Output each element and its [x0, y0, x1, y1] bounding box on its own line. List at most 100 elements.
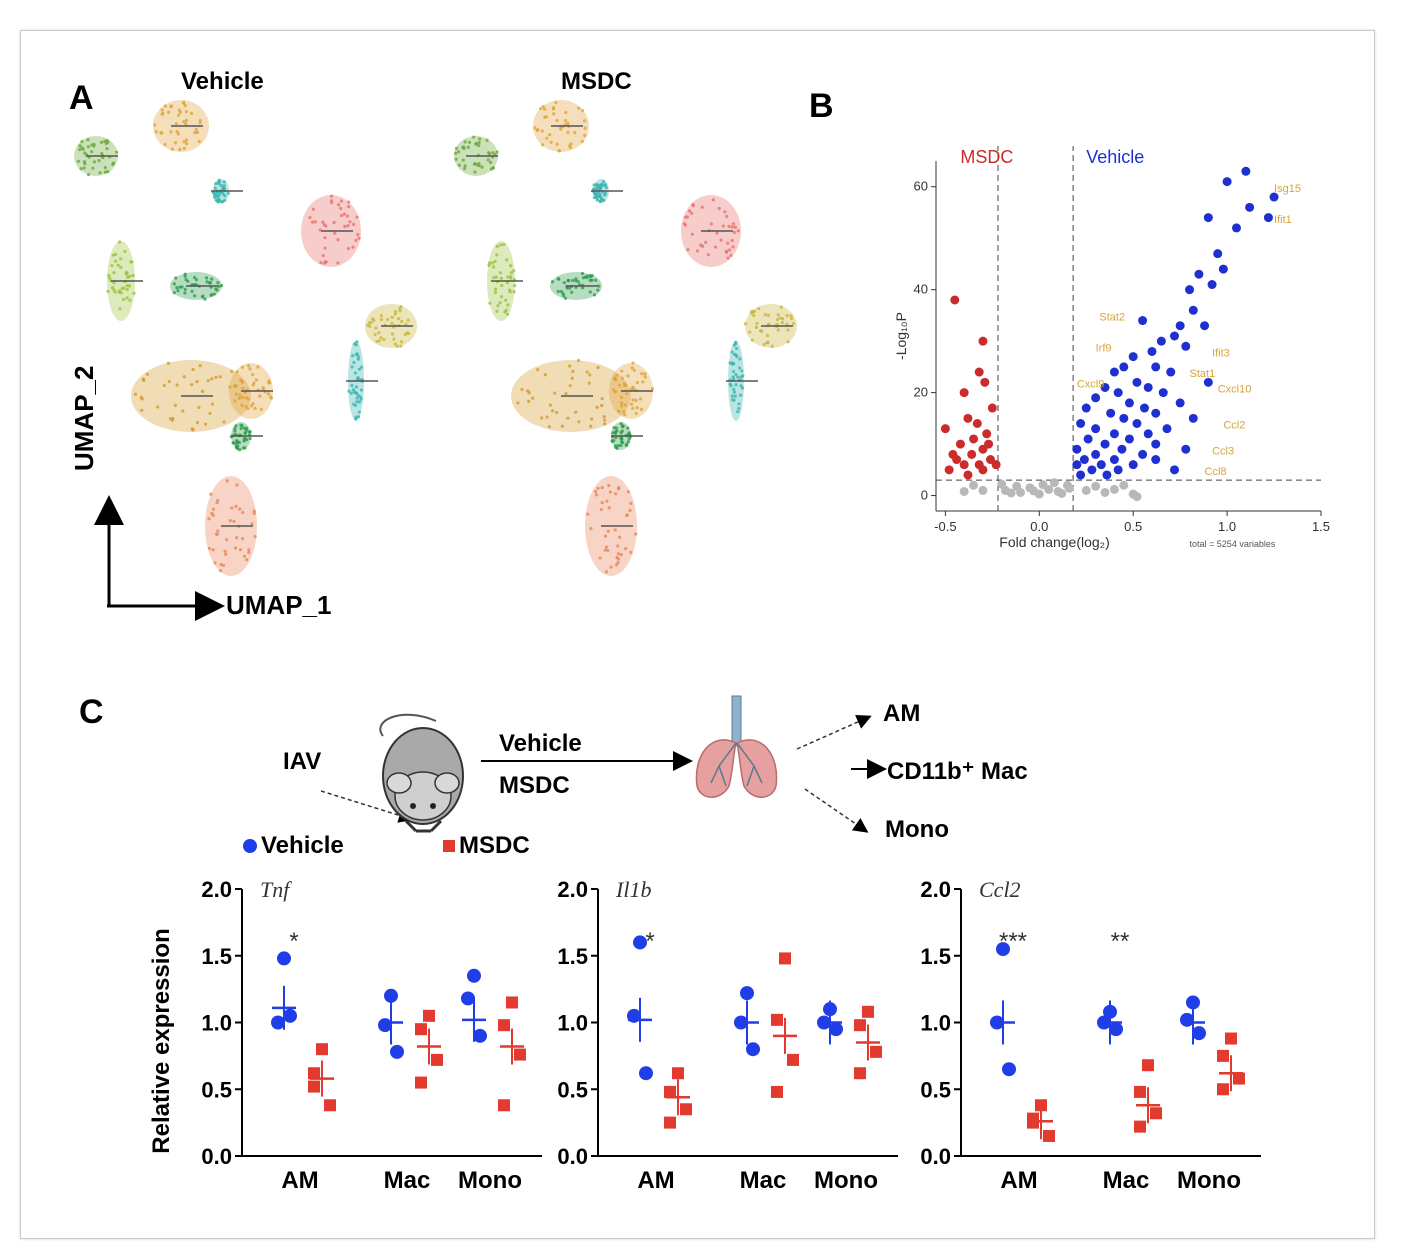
umap-cell	[355, 352, 359, 356]
umap-cell	[495, 253, 499, 257]
umap-cell	[596, 486, 600, 491]
volcano-bg	[936, 161, 1321, 511]
volcano-point-vehicle	[1156, 336, 1166, 346]
umap-cell	[352, 360, 356, 365]
umap-cell	[183, 291, 187, 295]
umap-cell	[603, 418, 607, 422]
significance-mark: *	[645, 928, 654, 955]
infection-label: IAV	[283, 748, 321, 775]
umap-cell	[454, 151, 458, 155]
umap-cell	[733, 394, 737, 398]
dot-plot-title: Il1b	[615, 877, 651, 902]
umap-cell	[506, 275, 510, 279]
umap-cell	[588, 278, 592, 282]
umap-cell	[748, 330, 752, 334]
umap-cell	[728, 361, 732, 365]
umap-cell	[613, 390, 618, 394]
umap-cell	[223, 194, 227, 198]
umap-cell	[731, 222, 736, 226]
dot-y-tick-label: 1.5	[201, 944, 232, 969]
umap-cell	[478, 137, 482, 141]
umap-cell	[405, 331, 410, 335]
umap-cell	[253, 406, 257, 410]
msdc-point	[680, 1103, 692, 1116]
umap-cell	[619, 422, 623, 426]
umap-cell	[240, 380, 244, 384]
volcano-point-vehicle	[1162, 424, 1172, 434]
umap-cell	[638, 397, 643, 401]
umap-cell	[235, 440, 239, 444]
volcano-point-ns	[1100, 487, 1110, 497]
umap-cell	[105, 147, 109, 151]
umap-cell	[330, 194, 334, 198]
umap-cell	[547, 425, 551, 429]
umap-cell	[614, 445, 618, 450]
dot-y-tick-label: 1.0	[557, 1011, 588, 1036]
umap-cell	[495, 150, 499, 154]
umap-cell	[480, 165, 484, 169]
umap-cell	[602, 415, 606, 419]
umap-cell	[598, 192, 602, 196]
volcano-x-tick-label: 0.0	[1030, 519, 1048, 534]
umap-cell	[375, 339, 379, 343]
volcano-y-label: -Log₁₀P	[893, 312, 909, 360]
umap-cell	[176, 132, 180, 136]
umap-cell	[130, 260, 134, 264]
umap-cell	[330, 200, 334, 205]
msdc-point	[870, 1045, 882, 1058]
umap-cell	[650, 386, 655, 391]
umap-cell	[781, 317, 785, 321]
msdc-point	[1027, 1116, 1039, 1129]
umap-cell	[595, 405, 599, 409]
umap-cell	[574, 279, 578, 283]
msdc-point	[514, 1048, 526, 1061]
umap-cell	[347, 200, 351, 204]
msdc-point	[854, 1067, 866, 1080]
msdc-point	[672, 1067, 684, 1080]
umap-cell	[606, 548, 610, 553]
umap-cell	[230, 369, 234, 373]
umap-cell	[726, 256, 730, 260]
volcano-point-vehicle	[1091, 393, 1101, 403]
umap-cell	[503, 310, 507, 314]
umap-cell	[163, 104, 167, 108]
umap-cell	[110, 263, 114, 268]
umap-cell	[404, 322, 408, 326]
mouse-icon	[379, 713, 464, 833]
umap-cell	[541, 143, 545, 147]
volcano-gene-label: Ifit1	[1274, 214, 1292, 226]
umap-cell	[319, 260, 323, 265]
umap-cell	[500, 283, 504, 288]
panel-label-a: A	[69, 79, 94, 117]
vehicle-point	[1002, 1062, 1016, 1077]
umap-cell	[212, 292, 216, 296]
umap-cell	[732, 398, 736, 402]
volcano-point-msdc	[963, 470, 973, 480]
umap-cell	[201, 294, 205, 298]
umap-cell	[237, 396, 241, 400]
umap-cell	[400, 319, 404, 324]
msdc-point	[498, 1019, 510, 1032]
umap-cell	[492, 276, 496, 280]
umap-cell	[214, 375, 218, 379]
umap-cell	[238, 548, 242, 552]
umap-cell	[581, 286, 585, 290]
umap-cell	[247, 551, 251, 555]
umap-cell	[626, 440, 630, 444]
umap-cell	[620, 404, 624, 408]
umap-cell	[241, 395, 245, 400]
umap-cell	[103, 170, 107, 174]
umap-cell	[182, 375, 186, 379]
dot-plot-tnf: 0.0 0.5 1.0 1.5 2.0 Tnf AM * Mac Mono	[201, 877, 542, 1194]
umap-cell	[235, 536, 239, 540]
umap-cell	[709, 222, 713, 226]
msdc-point	[787, 1053, 799, 1066]
umap-cell	[735, 346, 739, 351]
umap-cell	[128, 298, 132, 302]
volcano-point-vehicle	[1087, 465, 1097, 475]
umap-cell	[233, 426, 237, 431]
umap-cell	[184, 138, 189, 142]
umap-y-label: UMAP_2	[69, 366, 99, 471]
umap-cell	[531, 396, 535, 400]
umap-cell	[461, 158, 465, 162]
